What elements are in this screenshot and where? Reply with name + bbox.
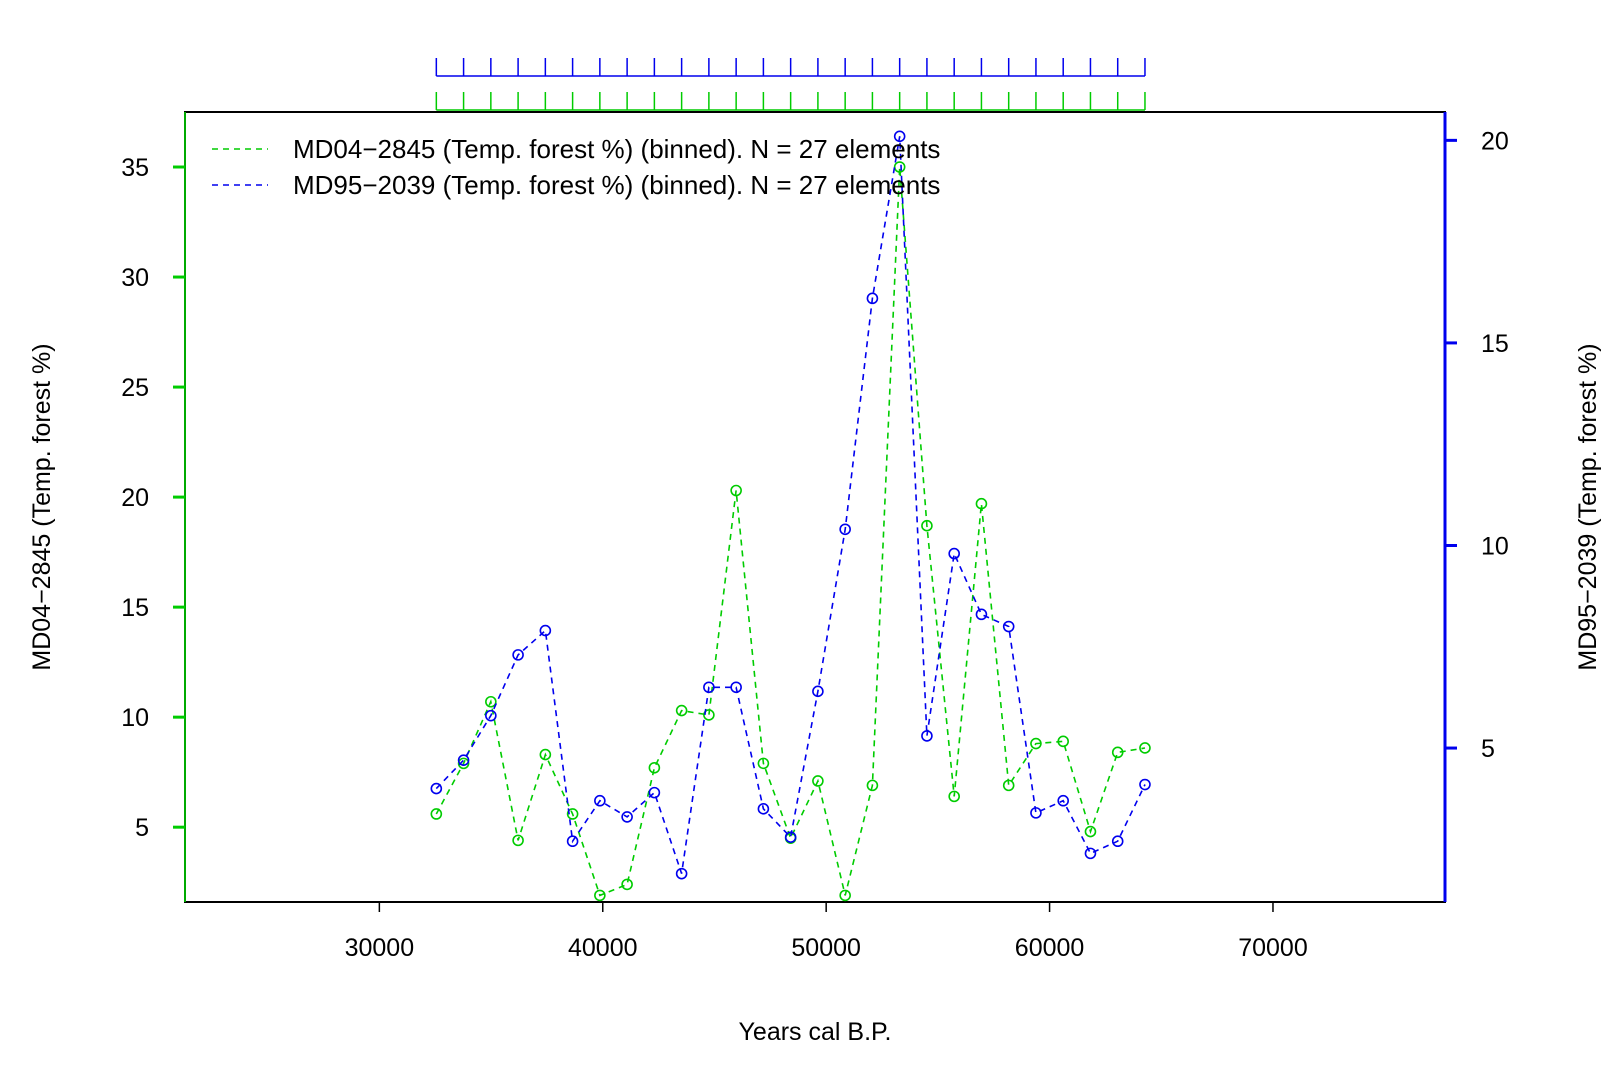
- y-right-tick-label: 10: [1481, 532, 1509, 560]
- y-right-tick-label: 15: [1481, 330, 1509, 358]
- series-2-point: [757, 803, 770, 815]
- series-1-point: [485, 695, 497, 708]
- series-2-point: [1030, 807, 1042, 819]
- y-left-tick-label: 25: [121, 374, 149, 402]
- series-1-point: [893, 161, 906, 173]
- series-1-point: [457, 757, 470, 770]
- x-tick-label: 60000: [1015, 934, 1085, 962]
- series-2-point: [621, 811, 633, 823]
- series-2-point: [893, 130, 906, 143]
- series-layer: [430, 130, 1151, 902]
- series-2-point: [457, 754, 470, 767]
- series-2-point: [566, 835, 579, 848]
- series-2-point: [485, 709, 497, 722]
- x-axis-title: Years cal B.P.: [739, 1018, 892, 1046]
- series-line-2: [435, 136, 1146, 874]
- y-right-tick-label: 5: [1481, 735, 1495, 763]
- series-1-point: [839, 889, 851, 902]
- series-1-point: [1084, 825, 1097, 838]
- series-2-point: [594, 794, 606, 807]
- series-2-point: [866, 292, 879, 305]
- series-2-point: [948, 547, 960, 560]
- y-right-axis-title: MD95−2039 (Temp. forest %): [1574, 343, 1602, 670]
- x-tick-label: 70000: [1238, 934, 1308, 962]
- legend-label-1: MD04−2845 (Temp. forest %) (binned). N =…: [293, 134, 940, 164]
- y-left-axis: 5 10 15 20 25 30 35: [121, 154, 185, 842]
- series-2-point: [512, 649, 524, 661]
- series-1-point: [975, 497, 988, 510]
- series-2-point: [430, 782, 443, 795]
- y-left-tick-label: 30: [121, 264, 149, 292]
- series-1-point: [757, 757, 770, 770]
- series-2-point: [812, 685, 824, 698]
- series-1-point: [921, 519, 933, 532]
- y-right-axis: 5 10 15 20: [1445, 127, 1509, 763]
- series-2-point: [784, 831, 797, 843]
- series-1-point: [594, 889, 606, 902]
- series-1-point: [1002, 779, 1015, 792]
- series-1-point: [1030, 737, 1042, 750]
- legend: MD04−2845 (Temp. forest %) (binned). N =…: [212, 134, 940, 200]
- plot-frame: [184, 111, 1446, 903]
- y-left-tick-label: 15: [121, 594, 149, 622]
- series-2-point: [703, 681, 715, 694]
- series-2-point: [921, 730, 933, 742]
- series-1-point: [1111, 746, 1124, 759]
- series-1-point: [866, 779, 879, 792]
- x-tick-label: 50000: [791, 934, 861, 962]
- y-left-tick-label: 5: [135, 814, 149, 842]
- top-rugs: [435, 58, 1146, 111]
- series-1-point: [430, 808, 443, 820]
- y-left-axis-title: MD04−2845 (Temp. forest %): [28, 343, 56, 670]
- series-1-point: [730, 484, 742, 497]
- series-2-point: [1084, 847, 1097, 860]
- series-2-point: [1111, 835, 1124, 848]
- series-2-point: [539, 624, 552, 637]
- series-2-point: [730, 681, 742, 694]
- series-2-point: [648, 786, 661, 799]
- series-2-point: [1002, 620, 1015, 633]
- series-1-point: [566, 808, 579, 820]
- series-1-point: [1139, 742, 1151, 754]
- series-1-point: [539, 748, 552, 761]
- series-line-1: [435, 166, 1146, 897]
- x-tick-label: 30000: [345, 934, 415, 962]
- y-left-tick-label: 20: [121, 484, 149, 512]
- series-1-point: [512, 834, 524, 847]
- series-2-point: [1139, 778, 1151, 791]
- x-axis: 30000 40000 50000 60000 70000: [345, 902, 1308, 962]
- series-1-point: [1057, 735, 1070, 748]
- series-1-point: [621, 878, 633, 891]
- series-1-point: [948, 790, 960, 803]
- series-1-point: [703, 709, 715, 721]
- series-1-point: [648, 761, 661, 774]
- series-1-point: [812, 775, 824, 787]
- y-left-tick-label: 35: [121, 154, 149, 182]
- series-1-point: [675, 704, 688, 717]
- y-right-tick-label: 20: [1481, 127, 1509, 155]
- series-2-point: [975, 608, 988, 621]
- series-2-point: [675, 867, 688, 880]
- series-2-point: [839, 523, 851, 536]
- x-tick-label: 40000: [568, 934, 638, 962]
- series-2-point: [1057, 794, 1070, 807]
- y-left-tick-label: 10: [121, 704, 149, 732]
- legend-label-2: MD95−2039 (Temp. forest %) (binned). N =…: [293, 170, 940, 200]
